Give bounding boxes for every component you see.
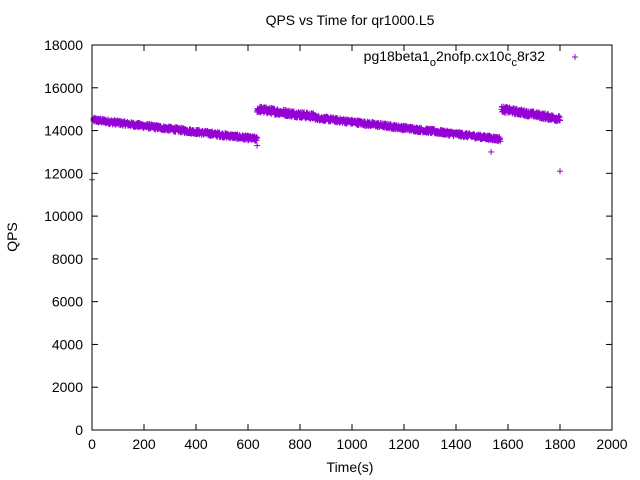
- legend-label: pg18beta1o2nofp.cx10cc8r32: [364, 48, 546, 69]
- data-point-outlier: [254, 142, 261, 149]
- y-tick-label: 12000: [44, 165, 83, 181]
- data-point: [254, 134, 261, 141]
- x-axis-ticks: 0 200 400 600 800 1000 1200 1400 1600 1800 2000: [88, 45, 628, 452]
- plot-frame: [91, 44, 613, 431]
- x-tick-label: 200: [132, 436, 156, 452]
- x-tick-label: 1200: [388, 436, 419, 452]
- y-axis-label: QPS: [4, 222, 20, 252]
- chart-title: QPS vs Time for qr1000.L5: [266, 12, 435, 28]
- x-tick-label: 2000: [596, 436, 627, 452]
- data-point-outlier: [557, 168, 563, 175]
- x-tick-label: 1600: [492, 436, 523, 452]
- y-tick-label: 8000: [52, 251, 83, 267]
- data-point: [557, 117, 563, 124]
- y-tick-label: 0: [75, 422, 83, 438]
- y-tick-label: 4000: [52, 336, 83, 352]
- y-tick-label: 16000: [44, 80, 83, 96]
- y-tick-label: 6000: [52, 294, 83, 310]
- x-tick-label: 1400: [440, 436, 471, 452]
- x-axis-label: Time(s): [327, 459, 374, 475]
- legend-marker-plus: [572, 54, 578, 60]
- x-tick-label: 1800: [544, 436, 575, 452]
- y-tick-label: 10000: [44, 208, 83, 224]
- x-tick-label: 400: [184, 436, 208, 452]
- y-tick-label: 14000: [44, 123, 83, 139]
- x-tick-label: 0: [88, 436, 96, 452]
- y-axis-ticks: 0 2000 4000 6000 8000 10000 12000 14000 16000 180…: [44, 37, 612, 438]
- y-tick-label: 2000: [52, 379, 83, 395]
- y-tick-label: 18000: [44, 37, 83, 53]
- x-tick-label: 800: [288, 436, 312, 452]
- x-tick-label: 1000: [336, 436, 367, 452]
- data-points: [89, 103, 563, 183]
- legend-marker-icon: [572, 54, 578, 60]
- x-tick-label: 600: [236, 436, 260, 452]
- legend: pg18beta1o2nofp.cx10cc8r32: [364, 48, 578, 69]
- data-point-outlier: [488, 148, 495, 155]
- data-point: [497, 138, 504, 145]
